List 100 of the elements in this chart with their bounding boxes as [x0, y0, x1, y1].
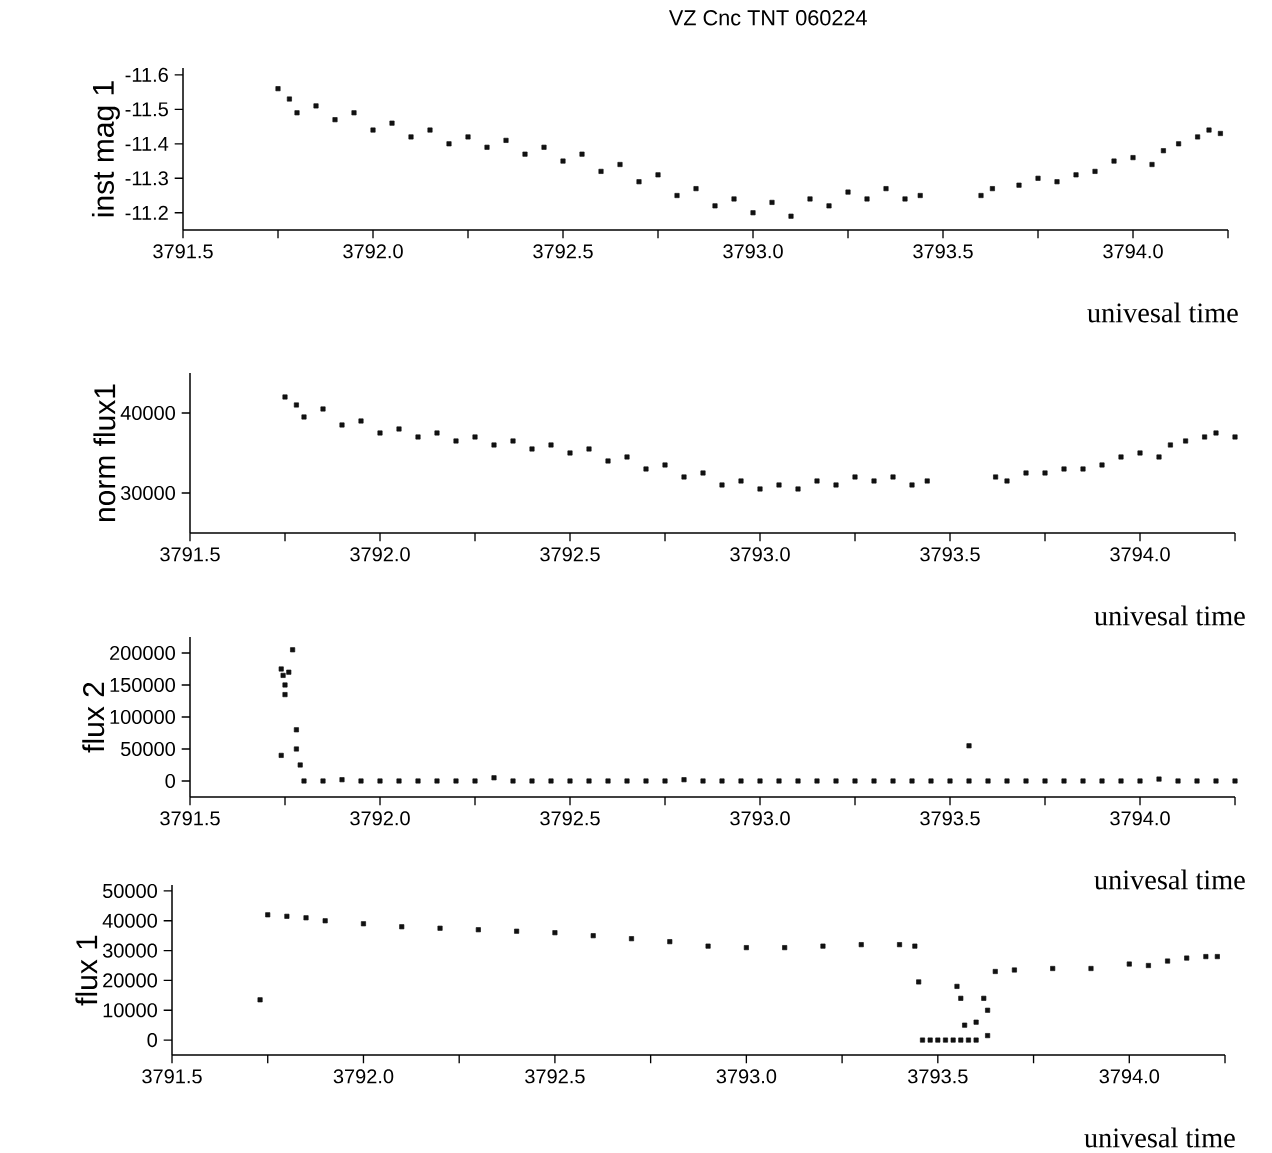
point: [993, 474, 999, 480]
point: [510, 438, 516, 444]
point: [897, 942, 903, 948]
point: [845, 189, 851, 195]
point: [282, 394, 288, 400]
point: [1137, 450, 1143, 456]
point: [1184, 955, 1190, 961]
point: [705, 943, 711, 949]
point: [265, 912, 271, 918]
x-tick-label: 3792.0: [343, 244, 403, 259]
point: [1206, 127, 1212, 133]
y-tick-label: 200000: [110, 645, 176, 661]
point: [883, 186, 889, 192]
point: [332, 117, 338, 123]
point: [927, 1037, 933, 1043]
point: [681, 474, 687, 480]
point: [820, 943, 826, 949]
point: [909, 482, 915, 488]
point: [1023, 470, 1029, 476]
x-tick-label: 3793.0: [716, 1069, 777, 1084]
point: [514, 928, 520, 934]
point: [434, 430, 440, 436]
y-tick-label: -11.4: [125, 136, 169, 151]
point: [992, 968, 998, 974]
point: [1217, 130, 1223, 136]
x-tick-label: 3791.5: [160, 811, 220, 826]
point: [965, 1037, 971, 1043]
y-tick-label: -11.5: [125, 102, 168, 117]
point: [924, 478, 930, 484]
x-tick-label: 3794.0: [1103, 244, 1163, 259]
y-tick-label: 50000: [102, 883, 157, 899]
point: [399, 924, 405, 930]
point: [985, 1033, 991, 1039]
point: [284, 913, 290, 919]
point: [700, 470, 706, 476]
point: [958, 995, 964, 1001]
point: [1149, 161, 1155, 167]
point: [1156, 454, 1162, 460]
point: [712, 203, 718, 209]
point: [1016, 182, 1022, 188]
point: [1050, 965, 1056, 971]
point: [981, 995, 987, 1001]
point: [275, 86, 281, 92]
point: [475, 927, 481, 933]
x-tick-label: 3791.5: [153, 244, 213, 259]
point: [1130, 155, 1136, 161]
point: [985, 1007, 991, 1013]
point: [890, 474, 896, 480]
point: [370, 127, 376, 133]
point: [743, 945, 749, 951]
point: [389, 120, 395, 126]
point: [833, 482, 839, 488]
point: [541, 144, 547, 150]
point: [674, 193, 680, 199]
point: [902, 196, 908, 202]
point: [667, 939, 673, 945]
x-tick-label: 3793.5: [920, 547, 980, 562]
point: [301, 414, 307, 420]
point: [360, 921, 366, 927]
y-tick-label: 50000: [120, 741, 176, 757]
point: [339, 422, 345, 428]
point: [1160, 148, 1166, 154]
x-tick-label: 3792.0: [350, 547, 410, 562]
point: [912, 943, 918, 949]
point: [719, 482, 725, 488]
point: [973, 1019, 979, 1025]
chart-title: VZ Cnc TNT 060224: [668, 10, 867, 26]
point: [522, 151, 528, 157]
y-axis-title: inst mag 1: [91, 81, 120, 217]
x-tick-label: 3794.0: [1110, 547, 1170, 562]
point: [1088, 965, 1094, 971]
point: [920, 1037, 926, 1043]
point: [858, 942, 864, 948]
y-axis-title: norm flux1: [93, 384, 116, 522]
point: [303, 915, 309, 921]
point: [814, 478, 820, 484]
point: [1004, 478, 1010, 484]
point: [529, 446, 535, 452]
point: [598, 168, 604, 174]
point: [396, 426, 402, 432]
point: [1035, 175, 1041, 181]
x-axis-title: univesal time: [1084, 1127, 1235, 1148]
x-tick-label: 3793.5: [908, 1069, 968, 1084]
point: [257, 997, 263, 1003]
point: [358, 418, 364, 424]
point: [788, 213, 794, 219]
x-tick-label: 3793.0: [730, 547, 790, 562]
point: [503, 137, 509, 143]
x-tick-label: 3793.5: [913, 244, 973, 259]
y-tick-label: -11.2: [125, 205, 168, 220]
point: [950, 1037, 956, 1043]
point: [916, 979, 922, 985]
point: [795, 486, 801, 492]
point: [636, 179, 642, 185]
point: [782, 945, 788, 951]
point: [731, 196, 737, 202]
point: [320, 406, 326, 412]
point: [942, 1037, 948, 1043]
point: [1111, 158, 1117, 164]
point: [1202, 434, 1208, 440]
